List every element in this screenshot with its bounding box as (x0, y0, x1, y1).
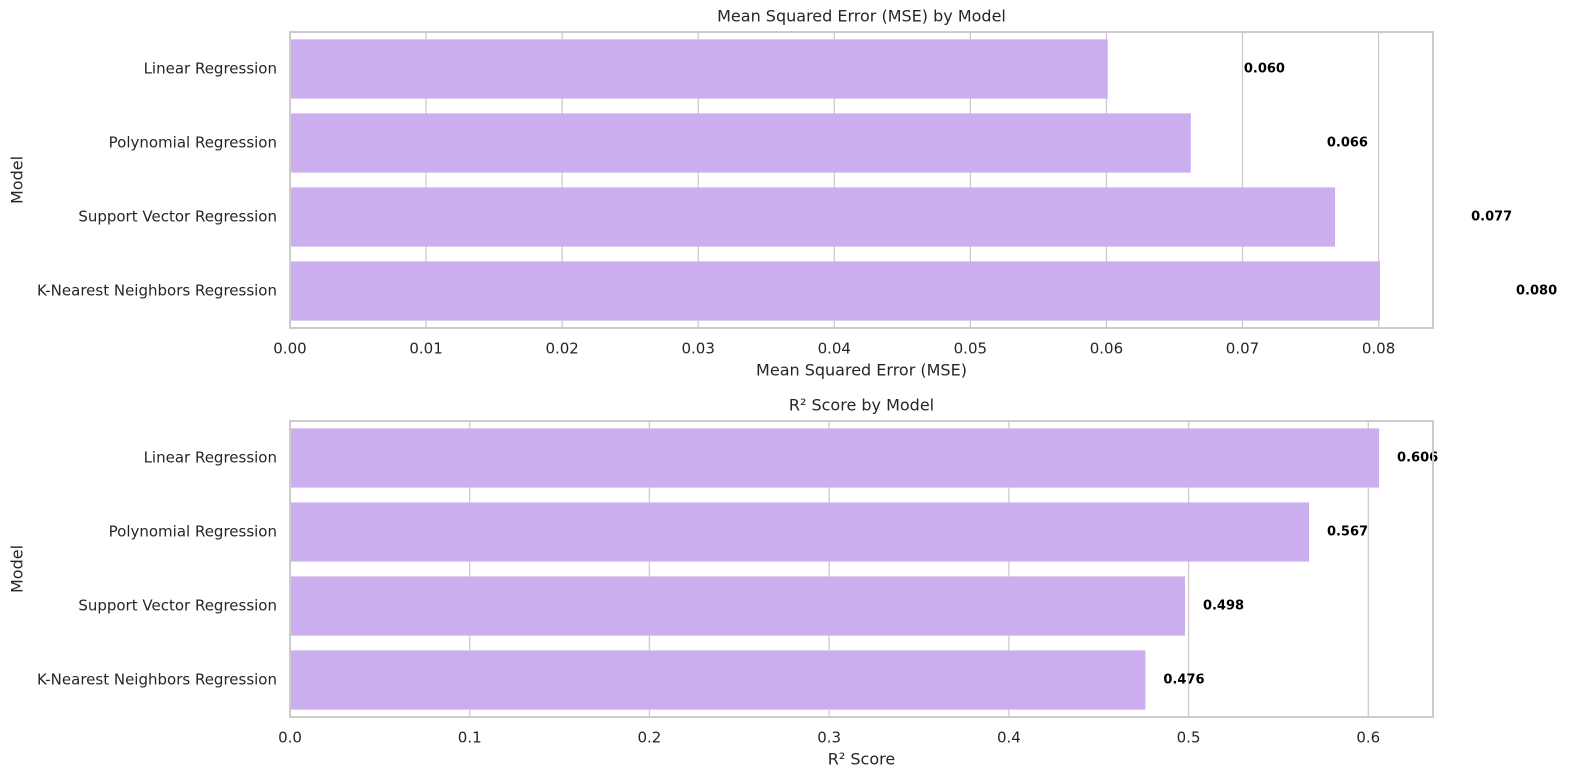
x-axis-label: Mean Squared Error (MSE) (756, 361, 967, 380)
plot-frame (289, 420, 1434, 718)
value-label: 0.476 (1163, 673, 1204, 688)
x-tick-label: 0.01 (409, 340, 442, 358)
x-tick-label: 0.2 (638, 729, 662, 747)
y-tick-label: Support Vector Regression (78, 208, 277, 226)
value-label: 0.080 (1516, 284, 1557, 299)
x-tick-label: 0.04 (818, 340, 851, 358)
x-tick-label: 0.06 (1090, 340, 1123, 358)
bar (290, 428, 1380, 488)
bar (290, 576, 1185, 636)
plot-frame (289, 31, 1434, 329)
bar (290, 113, 1191, 173)
bar (290, 39, 1108, 99)
bar (290, 502, 1309, 562)
bar (290, 261, 1380, 321)
y-tick-label: K-Nearest Neighbors Regression (37, 671, 277, 689)
value-label: 0.498 (1203, 599, 1244, 614)
bar (290, 187, 1336, 247)
y-axis-label: Model (8, 156, 27, 204)
chart-title: Mean Squared Error (MSE) by Model (717, 7, 1006, 26)
x-tick-label: 0.02 (545, 340, 578, 358)
x-tick-label: 0.6 (1356, 729, 1380, 747)
y-tick-label: Polynomial Regression (109, 523, 277, 541)
y-tick-label: Polynomial Regression (109, 134, 277, 152)
y-axis-label: Model (8, 545, 27, 593)
value-label: 0.077 (1471, 210, 1512, 225)
x-tick-label: 0.1 (458, 729, 482, 747)
value-label: 0.066 (1327, 136, 1368, 151)
x-tick-label: 0.0 (278, 729, 302, 747)
x-tick-label: 0.05 (954, 340, 987, 358)
y-tick-label: Linear Regression (144, 449, 277, 467)
chart-title: R² Score by Model (789, 396, 934, 415)
y-tick-label: K-Nearest Neighbors Regression (37, 282, 277, 300)
x-tick-label: 0.08 (1362, 340, 1395, 358)
bar (290, 650, 1146, 710)
y-tick-label: Support Vector Regression (78, 597, 277, 615)
x-tick-label: 0.4 (997, 729, 1021, 747)
value-label: 0.060 (1244, 62, 1285, 77)
x-tick-label: 0.00 (273, 340, 306, 358)
x-tick-label: 0.3 (817, 729, 841, 747)
value-label: 0.567 (1327, 525, 1368, 540)
x-tick-label: 0.03 (682, 340, 715, 358)
x-tick-label: 0.07 (1226, 340, 1259, 358)
value-label: 0.606 (1397, 451, 1438, 466)
x-axis-label: R² Score (828, 750, 895, 769)
y-tick-label: Linear Regression (144, 60, 277, 78)
x-tick-label: 0.5 (1177, 729, 1201, 747)
